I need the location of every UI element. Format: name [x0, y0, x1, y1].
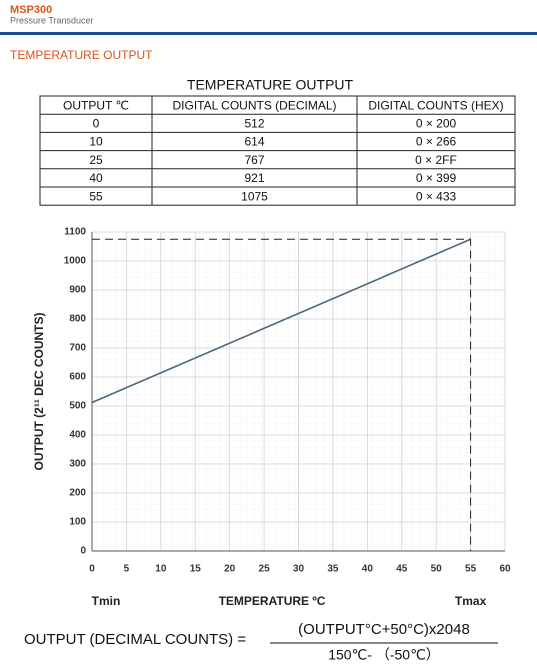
section-title: TEMPERATURE OUTPUT	[10, 48, 153, 62]
table-header: DIGITAL COUNTS (DECIMAL)	[172, 98, 336, 112]
table-cell: 0 × 433	[416, 189, 457, 203]
table-cell: 0	[93, 116, 100, 130]
y-tick-label: 500	[69, 401, 86, 412]
y-axis-label: OUTPUT (2¹¹ DEC COUNTS)	[32, 313, 46, 471]
table-cell: 921	[244, 171, 264, 185]
y-tick-label: 200	[69, 488, 86, 499]
formula-denominator: 150℃- （-50℃）	[328, 647, 440, 663]
annotation: Tmax	[455, 594, 487, 608]
x-tick-label: 30	[293, 564, 305, 575]
table-cell: 55	[89, 189, 103, 203]
x-tick-label: 25	[259, 564, 271, 575]
formula-lhs: OUTPUT (DECIMAL COUNTS) =	[24, 631, 246, 648]
y-tick-label: 400	[69, 430, 86, 441]
y-tick-label: 800	[69, 314, 86, 325]
annotation: Tmin	[92, 594, 121, 608]
y-tick-label: 1100	[64, 227, 86, 238]
table-cell: 512	[244, 116, 264, 130]
header-rule	[0, 32, 537, 35]
x-tick-label: 15	[190, 564, 202, 575]
x-tick-label: 60	[499, 564, 511, 575]
table-cell: 1075	[241, 189, 268, 203]
x-tick-label: 40	[362, 564, 374, 575]
table-cell: 0 × 200	[416, 116, 457, 130]
x-tick-label: 0	[89, 564, 95, 575]
y-tick-label: 0	[80, 546, 86, 557]
x-tick-label: 45	[396, 564, 408, 575]
y-tick-label: 1000	[64, 256, 87, 267]
y-tick-label: 100	[69, 517, 86, 528]
x-tick-label: 55	[465, 564, 477, 575]
x-tick-label: 20	[224, 564, 236, 575]
line	[91, 238, 471, 404]
table-cell: 614	[244, 135, 264, 149]
x-axis-label: TEMPERATURE ºC	[219, 594, 326, 608]
header-title: MSP300	[10, 4, 52, 16]
table-cell: 767	[244, 153, 264, 167]
table-cell: 0 × 2FF	[415, 153, 457, 167]
header-subtitle: Pressure Transducer	[10, 15, 94, 25]
table-cell: 0 × 399	[416, 171, 457, 185]
y-tick-label: 900	[69, 285, 86, 296]
reference-line	[92, 238, 472, 551]
table-header: OUTPUT ℃	[63, 98, 129, 112]
y-tick-label: 600	[69, 372, 86, 383]
x-tick-label: 10	[155, 564, 167, 575]
formula-numerator: (OUTPUT°C+50°C)x2048	[298, 621, 470, 638]
table-cell: 0 × 266	[416, 135, 457, 149]
table-cell: 40	[89, 171, 103, 185]
y-tick-label: 300	[69, 459, 86, 470]
table-cell: 10	[89, 135, 103, 149]
table-header: DIGITAL COUNTS (HEX)	[368, 98, 503, 112]
table-title: TEMPERATURE OUTPUT	[187, 77, 354, 93]
y-tick-label: 700	[69, 343, 86, 354]
table-cell: 25	[89, 153, 103, 167]
x-tick-label: 5	[124, 564, 130, 575]
x-tick-label: 35	[327, 564, 339, 575]
x-tick-label: 50	[431, 564, 443, 575]
